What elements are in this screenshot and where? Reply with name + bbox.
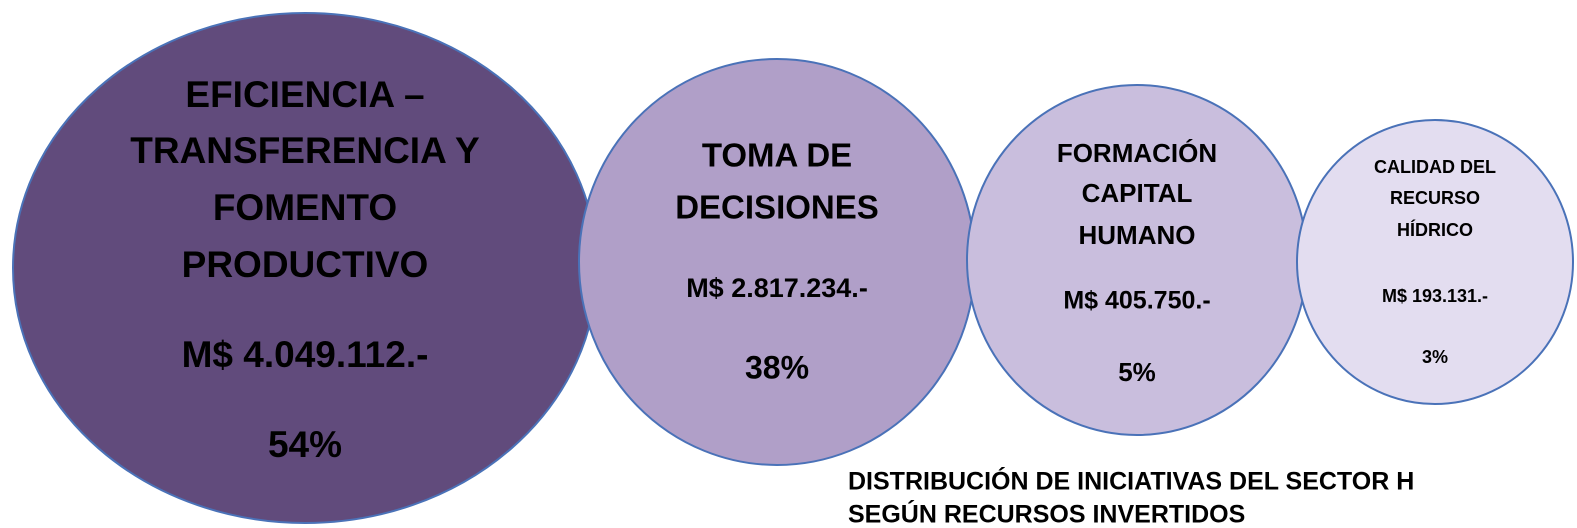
- bubble-label: TOMA DE: [702, 137, 852, 174]
- bubble-label: EFICIENCIA –: [185, 74, 424, 115]
- bubble-label: CAPITAL: [1082, 178, 1193, 208]
- bubble-percent: 38%: [745, 349, 809, 385]
- bubble-percent: 5%: [1118, 357, 1156, 387]
- bubble-amount: M$ 405.750.-: [1063, 287, 1210, 315]
- bubble: [578, 58, 976, 466]
- bubble-label: PRODUCTIVO: [182, 244, 429, 285]
- bubble-label: RECURSO: [1390, 188, 1480, 208]
- bubble-percent: 54%: [268, 424, 342, 465]
- bubble-label: HUMANO: [1079, 220, 1196, 250]
- bubble-label: FORMACIÓN: [1057, 138, 1217, 168]
- bubble-amount: M$ 4.049.112.-: [182, 334, 429, 375]
- title: SEGÚN RECURSOS INVERTIDOS: [848, 499, 1245, 528]
- bubble-amount: M$ 193.131.-: [1382, 286, 1488, 306]
- bubble-amount: M$ 2.817.234.-: [686, 273, 868, 303]
- bubble-label: DECISIONES: [675, 189, 879, 226]
- bubble-label: CALIDAD DEL: [1374, 157, 1496, 177]
- bubble-label: FOMENTO: [213, 187, 397, 228]
- title: DISTRIBUCIÓN DE INICIATIVAS DEL SECTOR H: [848, 466, 1414, 496]
- bubble-percent: 3%: [1422, 347, 1448, 367]
- bubble-label: HÍDRICO: [1397, 219, 1473, 240]
- bubble-label: TRANSFERENCIA Y: [130, 130, 480, 171]
- bubble: [1296, 119, 1574, 405]
